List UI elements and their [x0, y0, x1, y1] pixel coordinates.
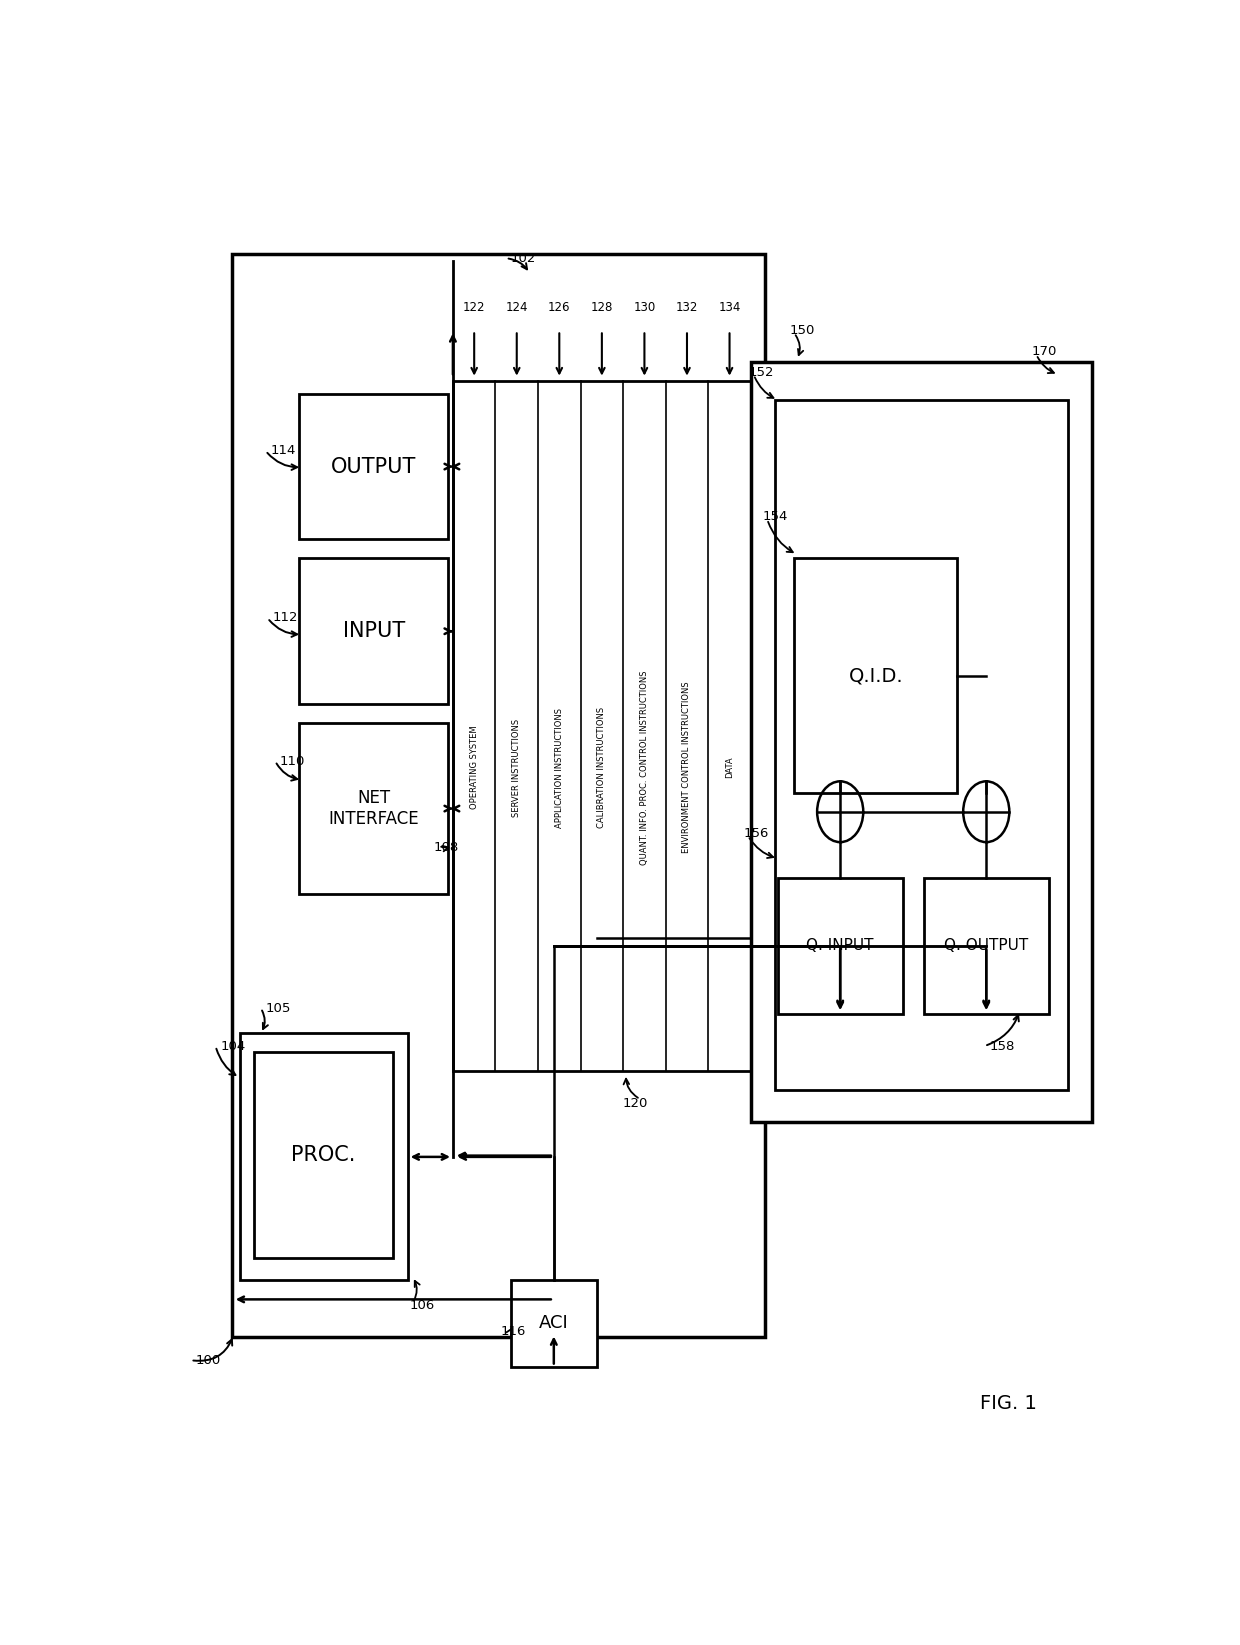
Text: 130: 130 — [634, 301, 656, 314]
Text: 158: 158 — [990, 1040, 1014, 1053]
Text: 170: 170 — [1032, 345, 1056, 359]
Bar — [751, 362, 1092, 1122]
Text: QUANT. INFO. PROC. CONTROL INSTRUCTIONS: QUANT. INFO. PROC. CONTROL INSTRUCTIONS — [640, 671, 649, 865]
Text: FIG. 1: FIG. 1 — [980, 1393, 1037, 1413]
Bar — [775, 400, 1068, 1091]
Text: 116: 116 — [501, 1324, 526, 1337]
Bar — [299, 724, 448, 895]
Text: 124: 124 — [506, 301, 528, 314]
Text: 132: 132 — [676, 301, 698, 314]
Text: DATA: DATA — [725, 757, 734, 778]
Text: 134: 134 — [718, 301, 740, 314]
Text: ENVIRONMENT CONTROL INSTRUCTIONS: ENVIRONMENT CONTROL INSTRUCTIONS — [682, 681, 692, 854]
Text: PROC.: PROC. — [291, 1145, 356, 1165]
Text: 150: 150 — [789, 324, 815, 337]
Bar — [794, 558, 957, 793]
Text: 105: 105 — [265, 1002, 291, 1015]
Text: 104: 104 — [221, 1040, 246, 1053]
Text: 120: 120 — [622, 1097, 649, 1110]
Text: OUTPUT: OUTPUT — [331, 457, 417, 477]
Text: 106: 106 — [409, 1300, 435, 1313]
Text: 152: 152 — [749, 365, 775, 378]
Text: Q.I.D.: Q.I.D. — [848, 666, 903, 684]
Text: 110: 110 — [280, 755, 305, 768]
Text: 126: 126 — [548, 301, 570, 314]
Bar — [453, 382, 751, 1071]
Text: 100: 100 — [196, 1354, 221, 1367]
Text: CALIBRATION INSTRUCTIONS: CALIBRATION INSTRUCTIONS — [598, 707, 606, 827]
Text: 112: 112 — [273, 612, 298, 625]
Text: INPUT: INPUT — [342, 622, 404, 642]
Text: 114: 114 — [270, 444, 295, 457]
Text: ACI: ACI — [539, 1314, 569, 1332]
Text: Q. INPUT: Q. INPUT — [806, 939, 874, 954]
Text: 156: 156 — [743, 827, 769, 839]
Text: 154: 154 — [763, 510, 787, 523]
Text: OPERATING SYSTEM: OPERATING SYSTEM — [470, 725, 479, 809]
Text: SERVER INSTRUCTIONS: SERVER INSTRUCTIONS — [512, 719, 521, 816]
Bar — [232, 255, 765, 1337]
Text: 108: 108 — [434, 841, 459, 854]
Text: APPLICATION INSTRUCTIONS: APPLICATION INSTRUCTIONS — [554, 707, 564, 827]
Text: 102: 102 — [511, 252, 536, 265]
Bar — [299, 393, 448, 540]
Bar — [924, 877, 1049, 1015]
Bar — [777, 877, 903, 1015]
Text: NET
INTERFACE: NET INTERFACE — [329, 790, 419, 827]
Text: 122: 122 — [463, 301, 485, 314]
Bar — [511, 1280, 596, 1367]
Bar — [254, 1053, 393, 1257]
Bar — [239, 1033, 408, 1280]
Bar — [299, 558, 448, 704]
Text: Q. OUTPUT: Q. OUTPUT — [944, 939, 1028, 954]
Text: 128: 128 — [590, 301, 613, 314]
